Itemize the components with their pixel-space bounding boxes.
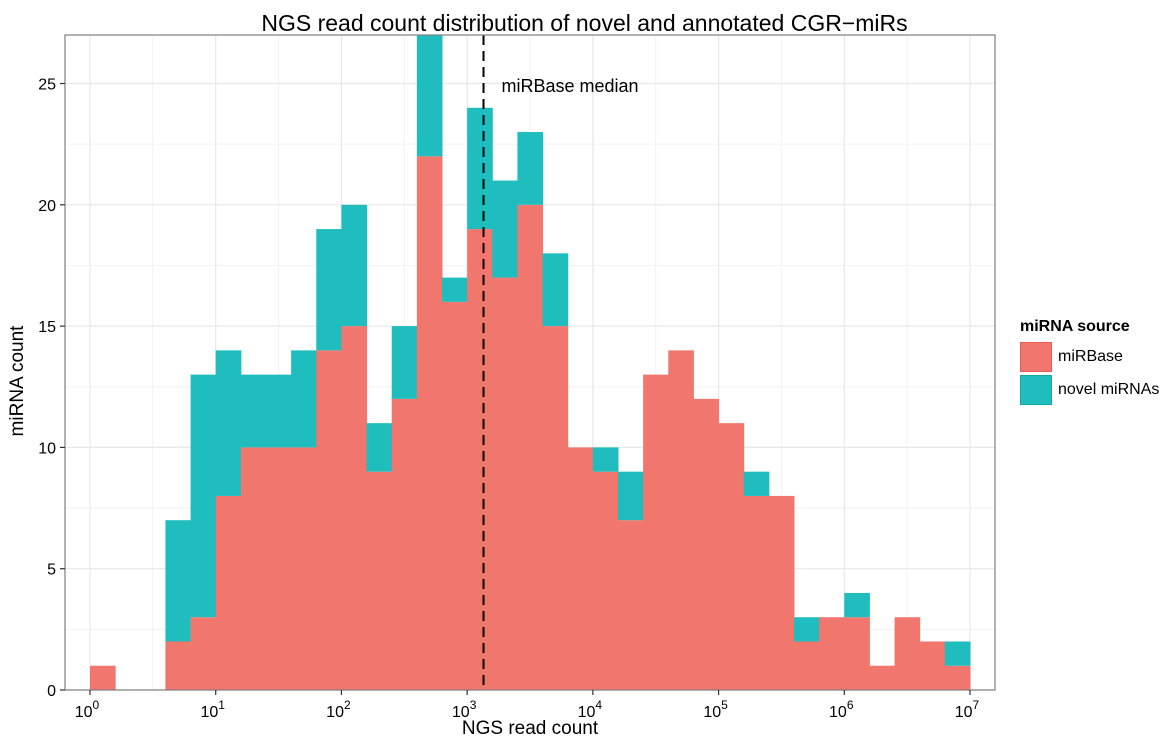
x-tick-label: 105 (703, 698, 728, 721)
bar-mirbase (693, 398, 720, 690)
bar-mirbase (668, 350, 694, 690)
bar-novel-mirnas (240, 374, 267, 448)
legend-title: miRNA source (1020, 318, 1130, 335)
bar-mirbase (291, 447, 317, 690)
bar-mirbase (416, 156, 443, 691)
bar-novel-mirnas (944, 641, 971, 666)
bar-novel-mirnas (366, 423, 393, 472)
bar-mirbase (316, 350, 342, 690)
bar-novel-mirnas (592, 447, 619, 472)
legend-label-mirbase: miRBase (1058, 347, 1123, 365)
bar-mirbase (215, 495, 242, 690)
bar-mirbase (819, 617, 845, 690)
bar-novel-mirnas (165, 520, 192, 642)
x-tick-label: 101 (200, 698, 225, 721)
bar-mirbase (266, 447, 292, 690)
bar-mirbase (618, 520, 644, 690)
bar-mirbase (944, 665, 971, 690)
bar-novel-mirnas (517, 132, 544, 205)
bar-mirbase (190, 617, 217, 690)
bar-mirbase (718, 423, 745, 690)
bar-mirbase (366, 471, 393, 690)
x-tick-label: 103 (452, 698, 477, 721)
bar-mirbase (467, 229, 493, 690)
bar-mirbase (240, 447, 267, 690)
bar-novel-mirnas (618, 471, 644, 521)
chart-title: NGS read count distribution of novel and… (261, 10, 908, 36)
bar-novel-mirnas (215, 350, 242, 496)
bar-novel-mirnas (190, 374, 217, 618)
legend-item-novel-mirnas: novel miRNAs (1020, 373, 1159, 406)
y-tick-label: 5 (47, 562, 56, 579)
y-tick-label: 20 (38, 198, 56, 215)
x-axis-label: NGS read count (461, 718, 599, 739)
bar-mirbase (90, 665, 116, 690)
bar-novel-mirnas (542, 253, 569, 327)
y-axis-label: miRNA count (7, 325, 28, 437)
bar-novel-mirnas (316, 229, 342, 351)
legend-label-novel-mirnas: novel miRNAs (1058, 380, 1160, 398)
y-tick-label: 25 (38, 77, 56, 94)
bar-mirbase (919, 641, 946, 690)
panel-border (64, 34, 996, 691)
x-tick-label: 104 (578, 698, 603, 721)
x-tick-label: 107 (955, 698, 980, 721)
bar-mirbase (341, 326, 368, 690)
bar-novel-mirnas (391, 326, 418, 399)
bar-novel-mirnas (467, 107, 493, 230)
bar-mirbase (844, 617, 870, 690)
bar-mirbase (442, 301, 468, 690)
legend-swatch-mirbase (1020, 341, 1052, 372)
bar-novel-mirnas (416, 35, 443, 157)
bar-mirbase (391, 398, 418, 690)
bar-mirbase (542, 326, 569, 690)
bar-novel-mirnas (341, 204, 368, 327)
x-tick-label: 100 (75, 698, 100, 721)
bar-novel-mirnas (291, 350, 317, 448)
y-tick-label: 10 (38, 440, 56, 457)
bar-mirbase (768, 495, 795, 690)
bar-novel-mirnas (492, 180, 518, 278)
bar-mirbase (743, 495, 770, 690)
legend-item-mirbase: miRBase (1020, 340, 1159, 373)
bar-mirbase (517, 204, 544, 690)
bar-novel-mirnas (266, 374, 292, 448)
bar-mirbase (794, 641, 820, 690)
bar-mirbase (894, 617, 921, 690)
x-tick-label: 102 (326, 698, 351, 721)
bar-mirbase (869, 665, 896, 690)
bar-mirbase (592, 471, 619, 690)
bar-novel-mirnas (442, 277, 468, 302)
y-tick-label: 0 (47, 683, 56, 700)
bar-mirbase (492, 277, 518, 690)
bar-novel-mirnas (743, 471, 770, 496)
bar-mirbase (165, 641, 192, 690)
bar-novel-mirnas (844, 592, 870, 618)
bar-mirbase (643, 374, 669, 690)
bar-novel-mirnas (794, 617, 820, 642)
x-tick-label: 106 (829, 698, 854, 721)
legend: miRNA source miRBase novel miRNAs (1020, 318, 1159, 406)
bar-mirbase (567, 447, 594, 690)
legend-swatch-novel-mirnas (1020, 374, 1052, 405)
median-annotation: miRBase median (502, 76, 639, 96)
y-tick-label: 15 (38, 319, 56, 336)
